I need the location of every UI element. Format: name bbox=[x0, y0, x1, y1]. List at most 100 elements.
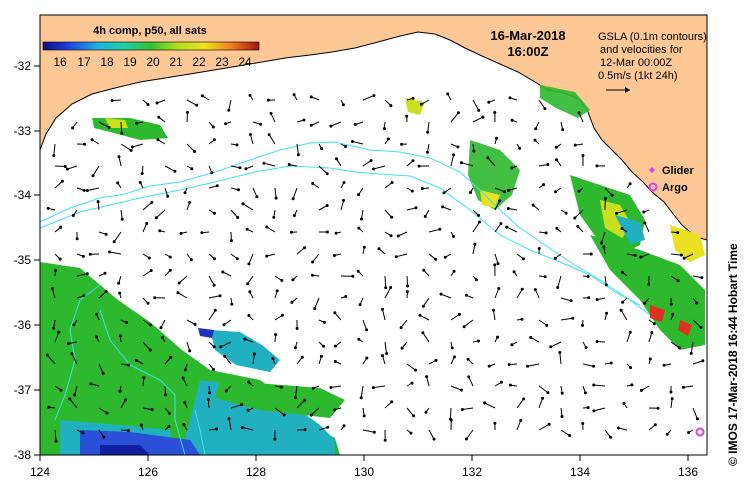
velocity-arrow bbox=[312, 253, 320, 263]
velocity-arrow-head bbox=[325, 172, 329, 176]
velocity-arrow-head bbox=[662, 363, 666, 367]
velocity-arrow-head bbox=[222, 323, 226, 327]
velocity-arrow-head bbox=[665, 432, 669, 436]
velocity-arrow bbox=[384, 401, 393, 409]
velocity-arrow-head bbox=[302, 118, 306, 122]
velocity-arrow-head bbox=[396, 234, 400, 238]
velocity-arrow-head bbox=[90, 138, 94, 142]
velocity-arrow-head bbox=[389, 234, 393, 238]
velocity-arrow-head bbox=[581, 422, 585, 425]
velocity-arrow-head bbox=[295, 326, 299, 330]
velocity-arrow bbox=[406, 207, 417, 211]
velocity-arrow-head bbox=[157, 115, 161, 119]
velocity-arrow bbox=[670, 398, 673, 409]
velocity-arrow bbox=[268, 134, 276, 145]
velocity-arrow bbox=[406, 363, 416, 371]
velocity-arrow-head bbox=[592, 364, 596, 368]
velocity-arrow bbox=[274, 407, 285, 416]
velocity-arrow-head bbox=[200, 94, 204, 98]
velocity-arrow-head bbox=[421, 331, 425, 335]
velocity-arrow-head bbox=[351, 140, 354, 143]
lat-axis: -32 -33 -34 -35 -36 -37 -38 bbox=[14, 59, 40, 462]
sst-patches-southwest bbox=[40, 262, 345, 455]
velocity-arrow-head bbox=[357, 226, 361, 230]
velocity-arrow-head bbox=[426, 130, 430, 134]
velocity-arrow bbox=[74, 385, 78, 396]
velocity-arrow-head bbox=[176, 291, 180, 295]
velocity-arrow-head bbox=[54, 439, 58, 443]
velocity-arrow-head bbox=[358, 303, 362, 307]
velocity-arrow-head bbox=[116, 181, 120, 185]
velocity-arrow-head bbox=[469, 191, 472, 194]
velocity-arrow-head bbox=[564, 211, 568, 215]
velocity-arrow-head bbox=[248, 133, 252, 136]
velocity-arrow bbox=[593, 407, 606, 412]
velocity-arrow-head bbox=[381, 354, 384, 358]
velocity-arrow-head bbox=[365, 328, 369, 332]
velocity-arrow-head bbox=[414, 206, 418, 210]
gsla-contours bbox=[39, 141, 651, 456]
velocity-arrow-head bbox=[537, 247, 541, 250]
lon-tick-label: 134 bbox=[570, 465, 590, 479]
velocity-arrow-head bbox=[677, 346, 681, 350]
velocity-arrow-head bbox=[333, 360, 337, 363]
velocity-arrow-head bbox=[542, 183, 546, 187]
velocity-arrow-head bbox=[153, 296, 157, 300]
velocity-arrow bbox=[142, 202, 153, 211]
velocity-arrow-head bbox=[487, 364, 491, 368]
velocity-arrow bbox=[142, 223, 148, 233]
velocity-arrow-head bbox=[292, 214, 296, 217]
velocity-arrow bbox=[472, 116, 484, 123]
velocity-arrow-head bbox=[382, 127, 386, 131]
velocity-arrow-head bbox=[371, 386, 375, 390]
velocity-arrow-head bbox=[183, 401, 187, 405]
velocity-arrow-head bbox=[120, 217, 124, 221]
velocity-arrow-head bbox=[630, 383, 634, 387]
velocity-arrow-head bbox=[311, 386, 315, 390]
velocity-arrow bbox=[132, 143, 144, 148]
velocity-arrow bbox=[208, 309, 216, 321]
velocity-arrow-head bbox=[240, 403, 244, 407]
velocity-arrow-head bbox=[82, 188, 86, 192]
velocity-arrow bbox=[648, 332, 653, 343]
velocity-arrow-head bbox=[493, 421, 497, 425]
velocity-arrow-head bbox=[71, 214, 75, 217]
velocity-arrows bbox=[45, 92, 705, 443]
velocity-arrow-head bbox=[449, 418, 453, 422]
velocity-arrow-head bbox=[653, 423, 657, 427]
velocity-arrow-head bbox=[59, 388, 63, 392]
velocity-arrow bbox=[362, 319, 368, 331]
velocity-arrow bbox=[494, 187, 505, 193]
velocity-arrow-head bbox=[648, 357, 652, 361]
velocity-arrow bbox=[120, 143, 132, 151]
velocity-arrow bbox=[557, 275, 562, 288]
velocity-arrow bbox=[263, 162, 276, 167]
velocity-arrow-head bbox=[293, 346, 297, 350]
velocity-arrow-head bbox=[507, 363, 511, 367]
velocity-arrow-head bbox=[190, 167, 194, 171]
velocity-arrow-head bbox=[472, 149, 476, 153]
velocity-arrow-head bbox=[555, 226, 559, 230]
velocity-arrow-head bbox=[149, 323, 153, 327]
velocity-arrow-head bbox=[303, 398, 306, 402]
velocity-arrow-head bbox=[595, 164, 599, 168]
velocity-arrow bbox=[266, 226, 276, 233]
velocity-arrow-head bbox=[669, 390, 673, 394]
velocity-arrow-head bbox=[381, 307, 384, 311]
velocity-arrow bbox=[252, 187, 258, 198]
velocity-arrow-head bbox=[577, 189, 581, 193]
velocity-arrow-head bbox=[353, 123, 357, 126]
velocity-arrow-head bbox=[386, 137, 390, 141]
velocity-arrow bbox=[98, 407, 108, 414]
velocity-arrow bbox=[228, 99, 232, 111]
velocity-arrow-head bbox=[405, 114, 409, 118]
velocity-arrow bbox=[208, 275, 215, 286]
velocity-arrow-head bbox=[589, 252, 593, 256]
velocity-arrow bbox=[222, 271, 232, 277]
velocity-arrow-head bbox=[441, 205, 445, 209]
velocity-arrow-head bbox=[126, 363, 130, 367]
velocity-arrow-head bbox=[545, 323, 549, 327]
velocity-arrow-head bbox=[481, 115, 485, 119]
velocity-arrow-head bbox=[129, 148, 133, 152]
velocity-arrow bbox=[692, 407, 698, 420]
